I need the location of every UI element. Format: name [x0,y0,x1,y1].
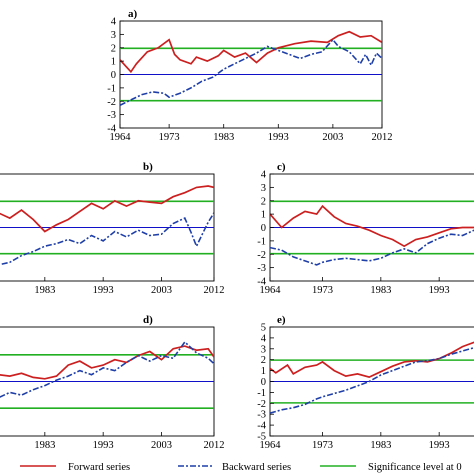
y-tick-label: -4 [257,277,266,288]
panels-layer: 1964 1973 1983 1993 2003 2012-4-3-2-101234a)1… [0,8,474,451]
y-tick-label: 0 [261,223,266,234]
legend-backward-label: Backward series [222,462,291,473]
plot-area [270,200,474,266]
forward-series-line [270,204,474,248]
y-tick-label: -3 [257,410,266,421]
y-tick-label: -1 [257,236,266,247]
y-tick-label: -2 [257,399,266,410]
panel-d: 19731983199320032012d) [0,314,225,451]
y-tick-label: 5 [261,323,266,334]
y-tick-label: -2 [257,250,266,261]
y-tick-label: 1 [261,366,266,377]
y-tick-label: 3 [261,183,266,194]
x-tick-label: 1993 [268,132,289,143]
x-tick-label: 2012 [204,440,225,451]
y-tick-label: -3 [107,110,116,121]
plot-area [0,185,214,266]
x-tick-label: 1983 [34,285,55,296]
forward-series-line [270,341,474,379]
y-tick-label: -5 [257,432,266,443]
y-tick-label: 2 [111,43,116,54]
panel-label: d) [143,314,153,326]
x-tick-label: 2012 [204,285,225,296]
y-tick-label: 3 [261,344,266,355]
y-tick-label: -1 [107,83,116,94]
y-tick-label: 4 [261,333,267,344]
forward-series-line [0,185,214,233]
backward-series-line [120,38,382,107]
legend-forward-label: Forward series [68,462,130,473]
x-tick-label: 1993 [93,440,114,451]
x-tick-label: 1993 [429,285,450,296]
x-tick-label: 1964 [260,285,282,296]
y-tick-label: 1 [111,57,116,68]
x-tick-label: 1983 [34,440,55,451]
x-tick-label: 2003 [151,285,172,296]
legend: Forward series Backward series Significa… [20,462,462,473]
y-tick-label: -1 [257,388,266,399]
panel-label: e) [277,314,286,326]
x-tick-label: 2012 [372,132,393,143]
forward-series-line [0,345,214,380]
plot-area [120,30,382,107]
x-tick-label: 1993 [93,285,114,296]
y-tick-label: 4 [261,170,267,181]
x-tick-label: 1964 [260,440,282,451]
backward-series-line [0,340,214,398]
x-tick-label: 1973 [312,440,333,451]
y-tick-label: 2 [261,355,266,366]
panel-label: a) [128,8,138,20]
x-tick-label: 1973 [312,285,333,296]
plot-area [270,341,474,414]
backward-series-line [270,229,474,266]
y-tick-label: 0 [261,377,266,388]
y-tick-label: -3 [257,263,266,274]
y-tick-label: 0 [111,70,116,81]
y-tick-label: -2 [107,97,116,108]
x-tick-label: 1973 [159,132,180,143]
panel-label: c) [277,161,286,173]
x-tick-label: 1983 [370,440,391,451]
y-tick-label: -4 [257,421,266,432]
panel-a: 1964 1973 1983 1993 2003 2012 -4 -3 -2 -1 0 1 2 3 4 a) [107,8,392,143]
panel-label: b) [143,161,153,173]
x-tick-label: 1964 [110,132,132,143]
backward-series-line [0,212,214,266]
y-tick-label: 2 [261,196,266,207]
y-tick-label: 4 [111,17,117,28]
x-tick-label: 2003 [322,132,343,143]
x-tick-label: 2003 [151,440,172,451]
x-tick-label: 1983 [213,132,234,143]
backward-series-line [270,346,474,414]
y-tick-label: 3 [111,30,116,41]
x-tick-label: 1983 [370,285,391,296]
x-tick-label: 1993 [429,440,450,451]
y-tick-label: -4 [107,124,116,135]
y-tick-label: 1 [261,210,266,221]
forward-series-line [120,30,382,74]
plot-area [0,340,214,410]
legend-significance-label: Significance level at 0 [368,462,462,473]
